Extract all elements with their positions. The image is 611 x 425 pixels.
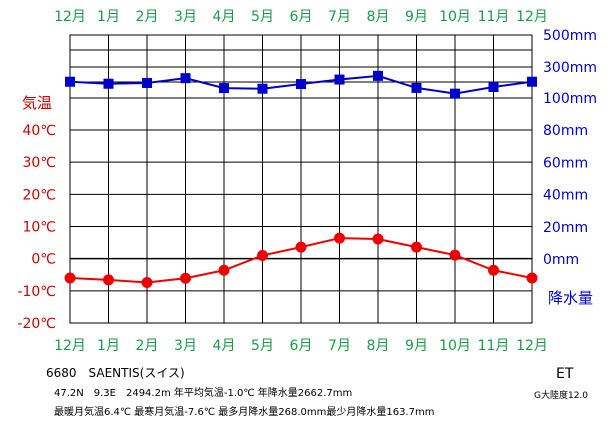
month-label-top: 4月	[213, 9, 236, 25]
temperature-point	[218, 264, 230, 276]
station-summary: 47.2N 9.3E 2494.2m 年平均気温-1.0℃ 年降水量2662.7…	[54, 388, 353, 399]
month-label-top: 12月	[54, 9, 86, 25]
precipitation-point	[488, 81, 499, 92]
temperature-point	[526, 272, 538, 284]
precipitation-point	[180, 73, 191, 84]
precipitation-point	[373, 70, 383, 81]
precipitation-point	[103, 78, 114, 89]
station-extremes: 最暖月気温6.4℃ 最寒月気温-7.6℃ 最多月降水量268.0mm最少月降水量…	[54, 407, 435, 418]
climate-class: ET	[556, 366, 574, 382]
precipitation-tick: 500mm	[543, 28, 597, 44]
precipitation-point	[527, 76, 537, 87]
temperature-tick: 40℃	[22, 123, 56, 139]
month-label-bottom: 12月	[54, 338, 86, 354]
temperature-tick: 10℃	[22, 220, 56, 236]
temperature-axis-ticks: 40℃ 30℃ 20℃ 10℃ 0℃ -10℃ -20℃	[17, 123, 56, 332]
month-label-bottom: 5月	[251, 338, 274, 354]
month-label-top: 12月	[516, 9, 548, 25]
station-name: 6680 SAENTIS(スイス)	[46, 366, 185, 380]
precipitation-point	[257, 83, 268, 94]
month-label-top: 9月	[405, 9, 428, 25]
month-label-top: 2月	[136, 9, 159, 25]
month-label-bottom: 9月	[405, 338, 428, 354]
temperature-point	[64, 272, 76, 284]
precipitation-point	[219, 83, 229, 94]
month-label-top: 8月	[367, 9, 390, 25]
precipitation-point	[65, 76, 75, 87]
month-label-top: 11月	[478, 9, 510, 25]
temperature-tick: 0℃	[31, 252, 56, 268]
month-label-bottom: 6月	[290, 338, 313, 354]
precipitation-tick: 40mm	[543, 188, 588, 204]
precipitation-tick: 80mm	[543, 123, 588, 139]
precipitation-axis-label: 降水量	[548, 289, 593, 307]
month-label-top: 1月	[97, 9, 120, 25]
month-label-bottom: 7月	[328, 338, 351, 354]
temperature-point	[488, 264, 499, 276]
temperature-tick: 30℃	[22, 155, 56, 171]
month-label-top: 10月	[439, 9, 471, 25]
month-label-top: 6月	[290, 9, 313, 25]
continentality-index: G大陸度12.0	[534, 391, 589, 401]
month-label-top: 5月	[251, 9, 274, 25]
temperature-point	[334, 232, 345, 244]
month-label-top: 7月	[328, 9, 351, 25]
precipitation-point	[142, 77, 152, 88]
temperature-point	[180, 272, 191, 284]
temperature-axis-label: 気温	[22, 94, 52, 112]
precipitation-axis-ticks: 500mm 300mm 100mm 80mm 60mm 40mm 20mm 0mm	[543, 28, 597, 268]
precipitation-tick: 60mm	[543, 155, 588, 171]
precipitation-point	[411, 82, 422, 93]
month-label-bottom: 3月	[174, 338, 197, 354]
temperature-point	[257, 249, 268, 261]
month-label-bottom: 8月	[367, 338, 390, 354]
temperature-point	[411, 241, 422, 253]
temperature-tick: -10℃	[17, 284, 56, 300]
precipitation-tick: 20mm	[543, 220, 588, 236]
month-label-top: 3月	[174, 9, 197, 25]
month-label-bottom: 4月	[213, 338, 236, 354]
precipitation-tick: 100mm	[543, 91, 597, 107]
precipitation-point	[296, 79, 306, 90]
temperature-tick: 20℃	[22, 187, 56, 203]
temperature-point	[372, 233, 384, 245]
bottom-month-labels: 12月 1月 2月 3月 4月 5月 6月 7月 8月 9月 10月 11月 12月	[54, 338, 548, 354]
temperature-tick: -20℃	[17, 316, 56, 332]
temperature-point	[295, 241, 307, 253]
temperature-point	[103, 274, 114, 286]
month-label-bottom: 11月	[478, 338, 510, 354]
month-label-bottom: 1月	[97, 338, 120, 354]
month-label-bottom: 2月	[136, 338, 159, 354]
precipitation-series	[65, 70, 537, 99]
temperature-point	[141, 276, 153, 288]
temperature-point	[449, 249, 461, 261]
month-label-bottom: 12月	[516, 338, 548, 354]
top-month-labels: 12月 1月 2月 3月 4月 5月 6月 7月 8月 9月 10月 11月 12月	[54, 9, 548, 25]
precipitation-tick: 0mm	[543, 252, 579, 268]
precipitation-point	[450, 88, 460, 99]
precipitation-point	[334, 74, 345, 85]
precipitation-tick: 300mm	[543, 60, 597, 76]
temperature-series	[64, 232, 538, 288]
month-label-bottom: 10月	[439, 338, 471, 354]
chart-grid	[69, 34, 533, 324]
